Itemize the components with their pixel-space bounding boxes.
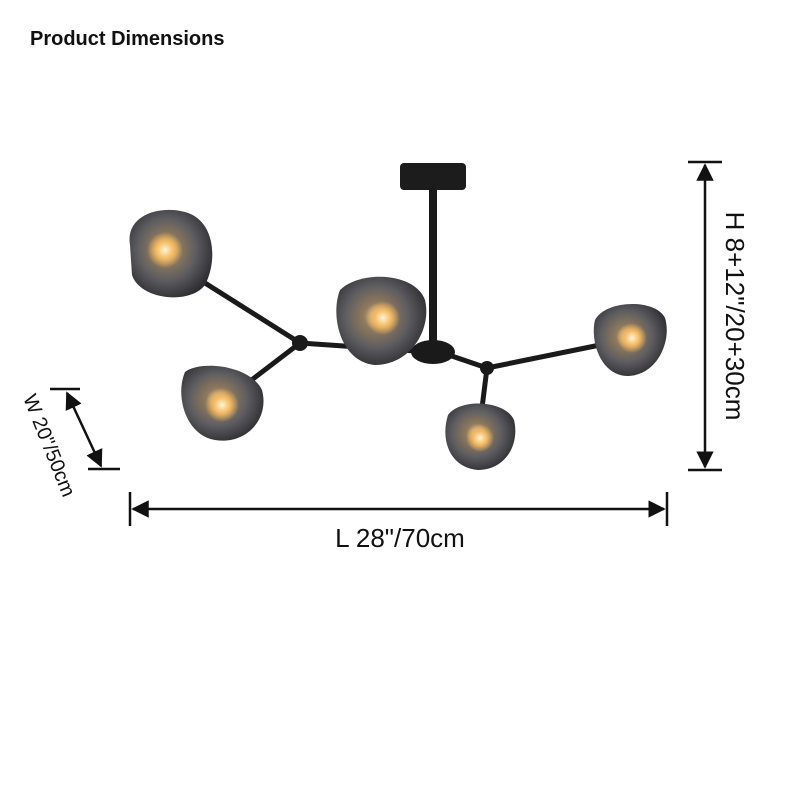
width-dimension [50, 387, 120, 471]
height-dimension [688, 160, 722, 472]
width-label: W 20"/50cm [18, 391, 79, 500]
title: Product Dimensions [30, 28, 224, 50]
height-label: H 8+12"/20+30cm [720, 212, 750, 421]
length-label: L 28"/70cm [335, 523, 465, 553]
chandelier [129, 163, 667, 470]
length-dimension [128, 492, 669, 526]
